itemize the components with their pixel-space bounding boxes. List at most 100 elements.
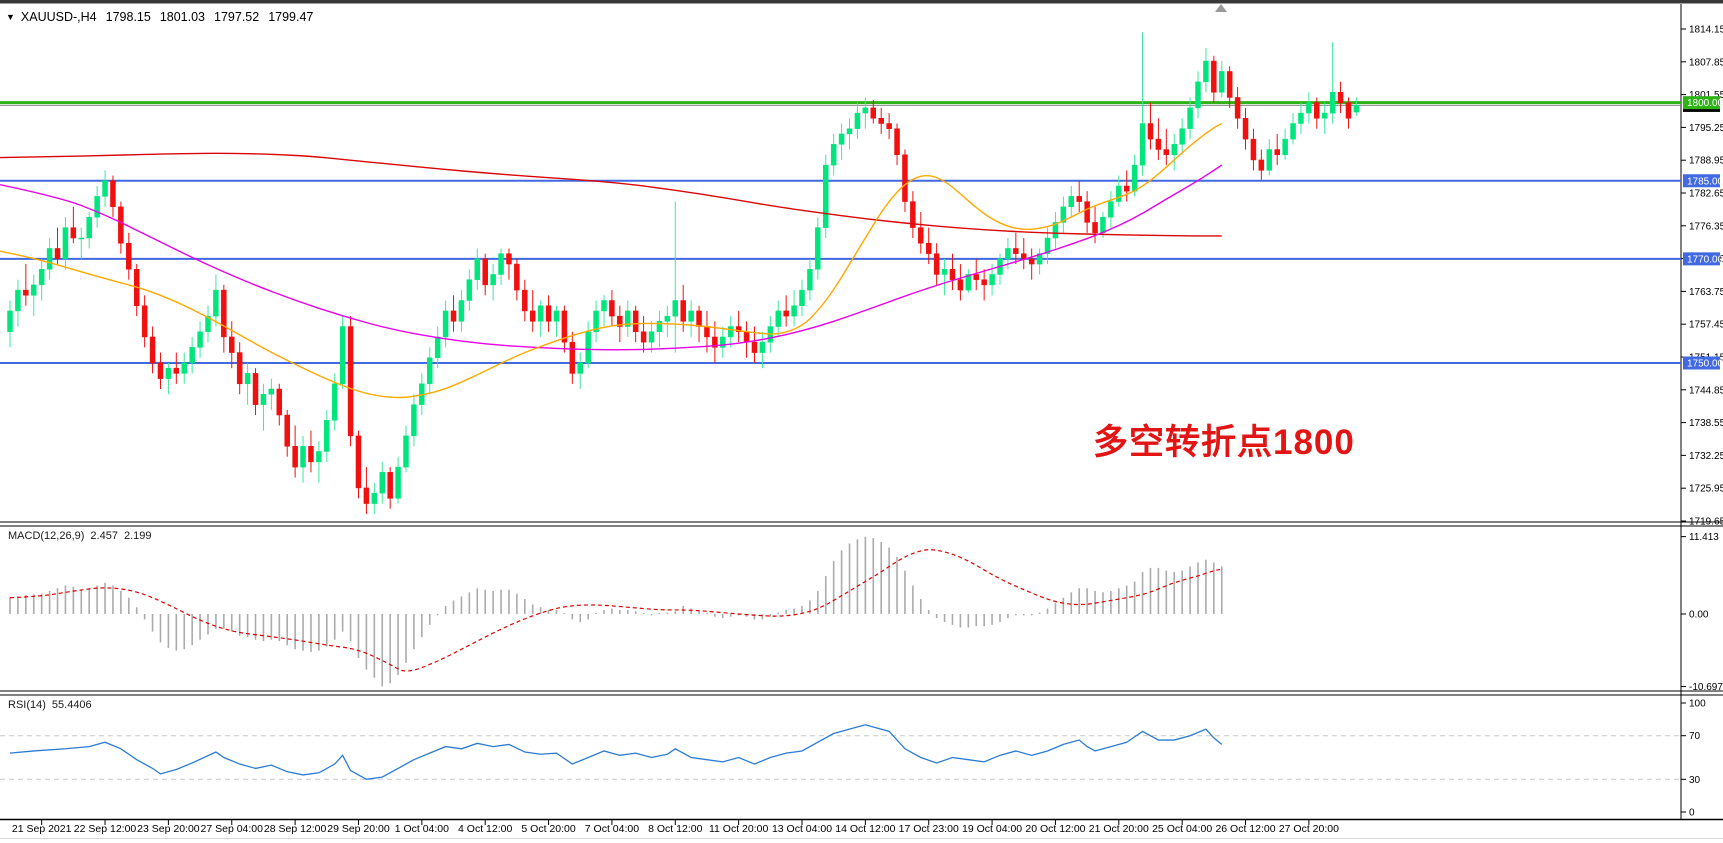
candle [1036,248,1043,275]
price-axis[interactable]: 1814.15 1807.85 1801.55 1795.25 1788.95 1782.… [1681,25,1723,528]
candle [1258,149,1265,180]
candle-body [601,300,607,312]
candle-body [1226,71,1233,98]
candle-body [86,216,92,239]
candle [529,290,536,332]
candle-body [1290,123,1296,140]
candle-body [886,123,892,129]
price-tick-label: 1725.95 [1689,484,1723,495]
time-axis-label: 20 Oct 12:00 [1025,823,1085,835]
window-top-border [0,0,1723,4]
candle [720,326,726,358]
candle [925,227,932,265]
candle [173,352,180,384]
rsi-panel[interactable] [0,724,1681,780]
candle-body [316,451,322,463]
candle [1234,87,1241,129]
candle-body [823,164,829,228]
time-axis-label: 22 Sep 12:00 [74,823,137,835]
candle-body [276,388,283,416]
candle [561,305,568,353]
candle [1052,212,1059,249]
macd-signal-value: 2.199 [123,530,152,542]
candle-body [625,310,631,327]
candle [102,170,108,207]
text-annotation[interactable]: 多空转折点1800 [1093,423,1355,462]
candle-body [1084,201,1090,223]
candle-body [815,227,821,270]
candle-body [941,269,948,275]
candle [514,258,520,301]
candle [181,352,187,384]
candle [1211,55,1217,103]
candle-body [1179,128,1185,145]
candle [94,185,100,228]
candle-body [1013,248,1019,254]
candle-body [1345,102,1352,119]
candle-body [1314,102,1320,119]
candle [1250,128,1257,171]
candle-body [31,284,37,296]
candle [1290,113,1296,145]
candle [1321,102,1328,134]
time-axis[interactable]: 21 Sep 2021 22 Sep 12:00 23 Sep 20:00 27 Se… [0,820,1723,839]
indicator-axes[interactable]: 11.413 0.00 -10.697 100 70 30 0 [1681,532,1723,819]
candle [1116,175,1122,207]
candle [339,316,346,390]
candle-body [1274,149,1280,155]
candle [252,368,259,416]
candle-body [561,310,568,343]
candle-body [490,274,496,286]
candle [1155,118,1162,160]
macd-panel[interactable] [9,536,1223,687]
time-axis-label: 23 Sep 20:00 [137,823,200,835]
candle [537,300,544,337]
candle [902,149,908,213]
candle-body [363,487,370,504]
candle-body [1116,185,1122,202]
candle [981,269,987,301]
candle [648,321,655,353]
price-tick-label: 1782.65 [1689,188,1723,199]
candle [205,305,211,343]
candle-body [506,253,512,265]
time-axis-label: 27 Oct 20:00 [1279,823,1339,835]
candle [371,482,378,514]
candle-body [1036,253,1043,265]
candle-body [78,237,85,240]
rsi-line [9,724,1223,780]
candle-body [157,362,164,379]
candle-body [189,347,195,364]
candle-body [141,305,148,338]
candle [244,362,251,405]
ma-medium [0,164,1223,351]
candle-body [1076,196,1082,202]
candle [933,243,940,285]
candle [1028,248,1035,280]
candle [799,279,805,317]
candle-body [1250,138,1257,161]
candle-body [918,227,924,244]
candle [664,305,671,337]
candle [878,107,884,134]
candle-body [799,289,805,306]
candles-layer[interactable] [7,32,1360,514]
price-tick-label: 1738.55 [1689,418,1723,429]
candle-body [62,227,69,260]
candle [862,97,869,129]
candle [363,467,370,514]
symbol-dropdown-icon[interactable]: ▼ [6,12,15,22]
candle-body [1195,81,1201,109]
candle-body [751,341,758,353]
time-axis-label: 29 Sep 20:00 [327,823,390,835]
candle-body [229,336,235,353]
chart-shift-arrow-icon[interactable] [1215,4,1227,12]
candle [490,264,496,301]
candle [783,295,789,327]
candle-body [498,253,504,275]
candle-body [1060,206,1067,223]
macd-tick-label: 0.00 [1689,610,1709,621]
candle-body [1187,107,1193,129]
candle [759,331,766,369]
